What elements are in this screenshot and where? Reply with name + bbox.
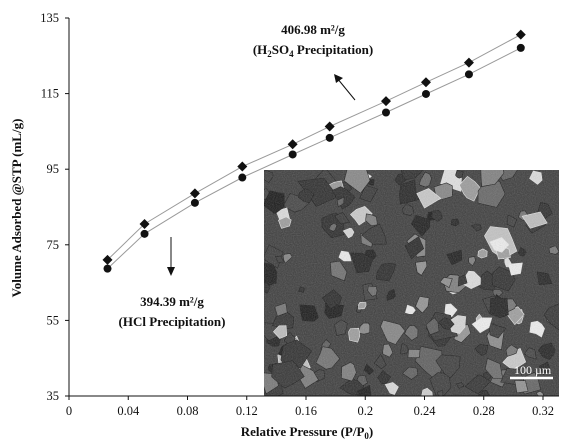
data-point-circle (140, 229, 149, 238)
data-point-diamond (189, 188, 200, 199)
annotation-h2so4-label: (H2SO4 Precipitation) (253, 42, 373, 59)
annotation-h2so4-arrow (336, 77, 356, 101)
series-markers (102, 29, 526, 273)
x-tick-label: 0.2 (357, 404, 373, 418)
x-tick-label: 0.16 (295, 404, 317, 418)
data-point-circle (103, 264, 112, 273)
annotation-h2so4-surface-area: 406.98 m²/g (281, 22, 345, 37)
annotation-hcl-label: (HCl Precipitation) (119, 314, 226, 329)
data-point-diamond (139, 219, 150, 230)
x-tick-label: 0.08 (177, 404, 199, 418)
data-point-circle (464, 70, 473, 79)
x-tick-label: 0.12 (236, 404, 258, 418)
data-point-diamond (237, 161, 248, 172)
x-tick-label: 0.28 (473, 404, 495, 418)
data-point-circle (516, 43, 525, 52)
y-axis-title: Volume Adsorbed @STP (mL/g) (9, 119, 24, 298)
x-ticks: 0 0.04 0.08 0.12 0.16 0.2 0.24 0.28 0.32 (66, 396, 554, 418)
x-tick-label: 0.04 (117, 404, 140, 418)
data-point-circle (421, 89, 430, 98)
data-point-diamond (102, 254, 113, 265)
data-point-diamond (287, 139, 298, 150)
x-tick-label: 0.32 (532, 404, 554, 418)
annotation-hcl-surface-area: 394.39 m²/g (140, 294, 204, 309)
series-lines (107, 34, 522, 269)
y-tick-label: 115 (41, 87, 59, 101)
data-point-circle (288, 150, 297, 159)
y-ticks: 35 55 75 95 115 135 (40, 11, 69, 403)
data-point-circle (190, 198, 199, 207)
data-point-circle (238, 173, 247, 182)
x-axis-title: Relative Pressure (P/P0) (241, 424, 374, 441)
annotation-h2so4-arrowhead (334, 74, 343, 83)
series-line-diamond (107, 34, 522, 261)
data-point-circle (381, 108, 390, 117)
data-point-diamond (463, 57, 474, 68)
data-point-diamond (515, 29, 526, 40)
data-point-diamond (380, 96, 391, 107)
series-line-circle (107, 47, 522, 269)
sem-micrograph-inset: 100 µm (264, 170, 559, 396)
scale-bar-label: 100 µm (514, 363, 552, 377)
y-tick-label: 75 (47, 238, 60, 252)
data-point-circle (325, 133, 334, 142)
y-tick-label: 135 (40, 11, 59, 25)
annotation-hcl: 394.39 m²/g (HCl Precipitation) (119, 237, 226, 329)
x-tick-label: 0 (66, 404, 72, 418)
x-tick-label: 0.24 (414, 404, 437, 418)
axes (68, 18, 559, 397)
inset-grain (264, 170, 559, 396)
annotation-h2so4: 406.98 m²/g (H2SO4 Precipitation) (253, 22, 373, 101)
y-tick-label: 55 (47, 313, 60, 327)
y-tick-label: 35 (47, 389, 60, 403)
data-point-diamond (324, 121, 335, 132)
data-point-diamond (420, 77, 431, 88)
y-tick-label: 95 (47, 162, 60, 176)
annotation-hcl-arrowhead (167, 267, 175, 276)
